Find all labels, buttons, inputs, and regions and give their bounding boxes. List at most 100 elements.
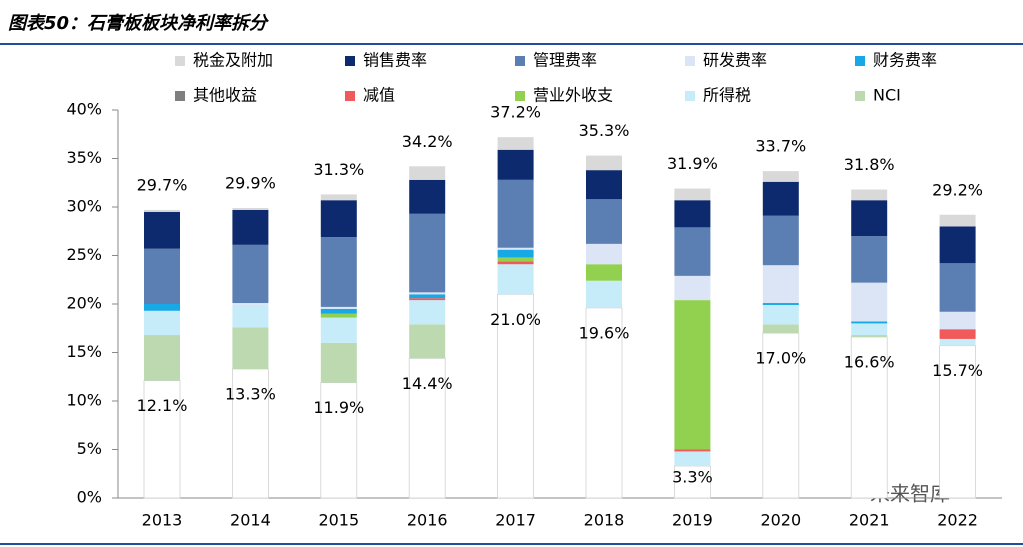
y-tick-label: 15% xyxy=(66,342,102,361)
bar-segment xyxy=(497,149,534,180)
total-label: 37.2% xyxy=(490,103,541,122)
bar-segment xyxy=(586,264,622,281)
y-tick-label: 30% xyxy=(66,197,102,216)
bar-segment xyxy=(497,257,534,262)
total-label: 34.2% xyxy=(402,132,453,151)
net-bar xyxy=(939,345,976,499)
value-label: 11.9% xyxy=(313,398,364,417)
bar-segment xyxy=(851,200,888,237)
legend-label: 管理费率 xyxy=(533,51,597,70)
bar-segment xyxy=(409,300,446,325)
y-tick-label: 40% xyxy=(66,100,102,119)
legend-swatch xyxy=(855,91,865,101)
bar-segment xyxy=(762,304,799,325)
net-bar xyxy=(497,293,535,499)
net-bar xyxy=(408,357,446,499)
bar-segment xyxy=(762,265,799,304)
y-tick-label: 25% xyxy=(66,245,102,264)
bar-segment xyxy=(762,303,799,305)
bar-segment xyxy=(144,211,180,249)
bar-segment xyxy=(939,226,976,264)
bar-segment xyxy=(320,308,357,314)
bar-segment xyxy=(409,324,446,359)
bar-segment xyxy=(674,188,711,201)
x-tick-label: 2020 xyxy=(760,511,801,530)
bar-segment xyxy=(851,323,888,336)
bar-segment xyxy=(320,194,357,201)
bar-segment xyxy=(762,171,799,182)
bar-segment xyxy=(586,170,622,200)
bar-segment xyxy=(762,215,799,266)
bar-segment xyxy=(497,137,534,150)
bar-segment xyxy=(586,199,622,244)
legend-label: 营业外收支 xyxy=(533,86,613,105)
legend-label: 减值 xyxy=(363,86,395,105)
bar-segment xyxy=(232,209,269,245)
bar-segment xyxy=(762,324,799,334)
bar-segment xyxy=(497,249,534,258)
bar-segment xyxy=(586,280,622,308)
bar-segment xyxy=(232,244,269,304)
x-tick-label: 2017 xyxy=(495,511,536,530)
bar-segment xyxy=(586,243,622,265)
bar-segment xyxy=(320,342,357,383)
x-tick-label: 2015 xyxy=(318,511,359,530)
legend-label: 所得税 xyxy=(703,86,751,105)
bar-segment xyxy=(232,327,269,369)
value-label: 12.1% xyxy=(137,396,188,415)
chart-title: 图表50：石膏板板块净利率拆分 xyxy=(8,13,269,34)
value-label: 16.6% xyxy=(844,352,895,371)
bar-segment xyxy=(320,313,357,318)
legend-swatch xyxy=(345,91,355,101)
bar-segment xyxy=(320,306,357,309)
bar-segment xyxy=(409,294,446,299)
value-label: 13.3% xyxy=(225,384,276,403)
bar-segment xyxy=(232,304,269,328)
legend-label: 研发费率 xyxy=(703,51,767,70)
legend-label: 税金及附加 xyxy=(193,51,273,70)
bar-segment xyxy=(144,304,180,311)
bar-segment xyxy=(674,300,711,450)
y-tick-label: 20% xyxy=(66,294,102,313)
bar-segment xyxy=(674,275,711,301)
legend-swatch xyxy=(175,91,185,101)
legend-swatch xyxy=(515,91,525,101)
total-label: 31.9% xyxy=(667,154,718,173)
bar-segment xyxy=(144,335,180,381)
x-tick-label: 2014 xyxy=(230,511,271,530)
bar-segment xyxy=(409,166,446,180)
bar-segment xyxy=(320,317,357,343)
bar-segment xyxy=(144,310,180,336)
bar-segment xyxy=(674,451,711,466)
legend-swatch xyxy=(345,56,355,66)
bar-segment xyxy=(497,264,534,295)
value-label: 21.0% xyxy=(490,310,541,329)
y-tick-label: 5% xyxy=(77,439,102,458)
total-label: 29.9% xyxy=(225,173,276,192)
bar-segment xyxy=(144,248,180,304)
net-bar xyxy=(850,336,888,499)
legend-label: 财务费率 xyxy=(873,51,937,70)
value-label: 17.0% xyxy=(755,349,806,368)
total-label: 35.3% xyxy=(579,121,630,140)
legend-label: 销售费率 xyxy=(363,51,427,70)
legend-label: 其他收益 xyxy=(193,86,257,105)
x-tick-label: 2016 xyxy=(407,511,448,530)
x-tick-label: 2021 xyxy=(849,511,890,530)
legend-swatch xyxy=(685,56,695,66)
y-tick-label: 10% xyxy=(66,391,102,410)
bar-segment xyxy=(497,247,534,250)
x-tick-label: 2019 xyxy=(672,511,713,530)
bar-segment xyxy=(409,298,446,301)
bar-segment xyxy=(320,200,357,238)
bar-segment xyxy=(939,263,976,312)
total-label: 33.7% xyxy=(755,137,806,156)
x-tick-label: 2022 xyxy=(937,511,978,530)
bar-segment xyxy=(586,155,622,171)
net-bar xyxy=(231,368,269,499)
bar-segment xyxy=(851,236,888,283)
x-tick-label: 2018 xyxy=(584,511,625,530)
value-label: 14.4% xyxy=(402,374,453,393)
bar-segment xyxy=(674,227,711,276)
